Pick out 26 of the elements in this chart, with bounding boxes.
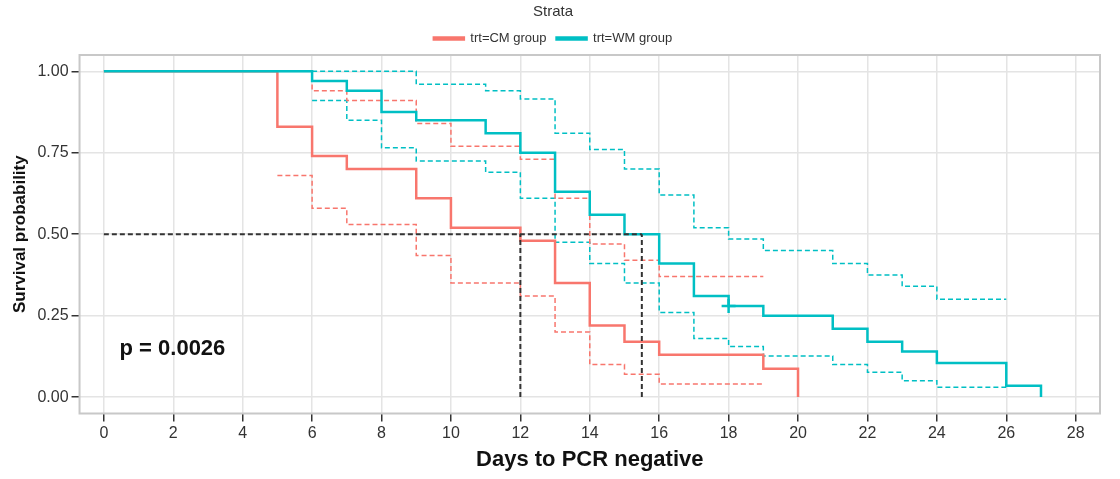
y-tick-label: 0.00 bbox=[37, 387, 69, 405]
x-axis-title: Days to PCR negative bbox=[476, 445, 704, 471]
y-tick-label: 0.25 bbox=[37, 306, 69, 324]
legend-label: trt=WM group bbox=[593, 30, 673, 46]
y-tick-label: 1.00 bbox=[37, 61, 69, 79]
x-tick-label: 10 bbox=[442, 424, 460, 442]
x-tick-label: 2 bbox=[168, 424, 178, 442]
x-tick-label: 12 bbox=[511, 424, 530, 442]
x-tick-label: 4 bbox=[238, 424, 248, 442]
x-tick-label: 18 bbox=[719, 424, 738, 442]
x-tick-label: 22 bbox=[858, 424, 877, 442]
x-tick-label: 6 bbox=[307, 424, 317, 442]
legend-label: trt=CM group bbox=[470, 30, 547, 46]
x-tick-label: 24 bbox=[927, 424, 946, 442]
x-tick-label: 0 bbox=[99, 424, 109, 442]
x-tick-label: 16 bbox=[650, 424, 669, 442]
annotation: p = 0.0026 bbox=[119, 334, 226, 360]
x-tick-label: 20 bbox=[789, 424, 808, 442]
y-tick-label: 0.75 bbox=[37, 143, 69, 161]
y-tick-label: 0.50 bbox=[37, 224, 69, 242]
legend-title: Strata bbox=[532, 1, 574, 19]
y-axis-title: Survival probability bbox=[9, 154, 29, 314]
x-tick-label: 8 bbox=[377, 424, 387, 442]
x-tick-label: 14 bbox=[580, 424, 599, 442]
x-tick-label: 26 bbox=[997, 424, 1016, 442]
x-tick-label: 28 bbox=[1066, 424, 1085, 442]
